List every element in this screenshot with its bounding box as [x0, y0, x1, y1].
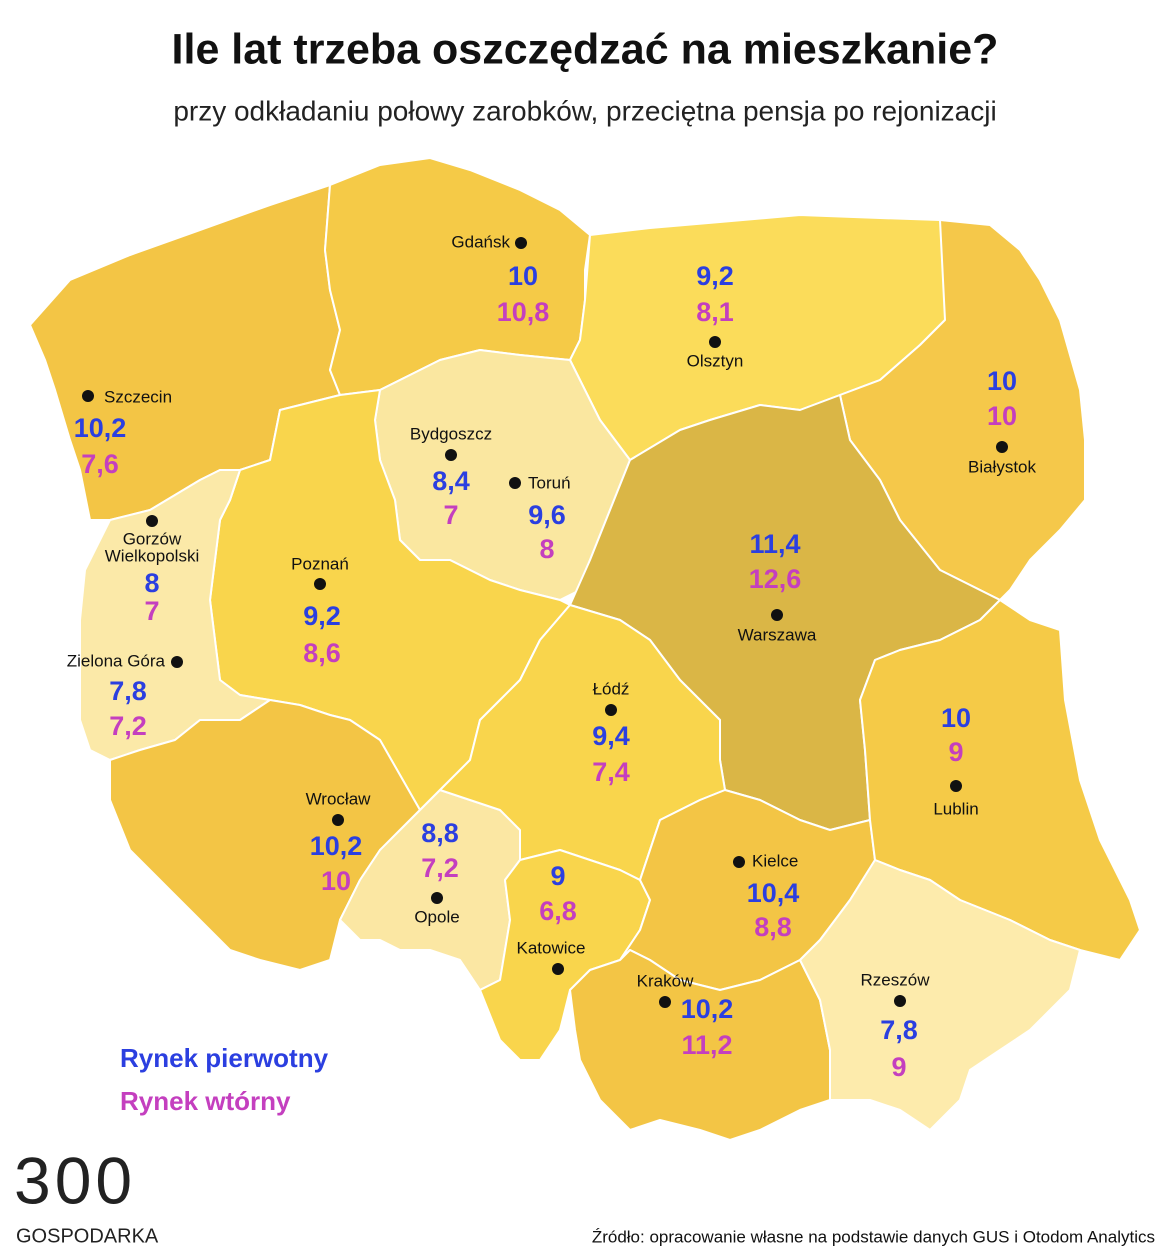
- city-dot: [709, 336, 721, 348]
- primary-market-value: 9,2: [696, 261, 734, 291]
- city-dot: [996, 441, 1008, 453]
- primary-market-value: 10,2: [74, 413, 127, 443]
- primary-market-value: 10: [508, 261, 538, 291]
- secondary-market-value: 9: [891, 1052, 906, 1082]
- city-name: Łódź: [593, 679, 630, 698]
- secondary-market-value: 7,2: [421, 853, 459, 883]
- secondary-market-value: 9: [948, 737, 963, 767]
- primary-market-value: 10,2: [310, 831, 363, 861]
- primary-market-value: 9: [550, 861, 565, 891]
- legend-secondary: Rynek wtórny: [120, 1086, 291, 1116]
- primary-market-value: 10,2: [681, 994, 734, 1024]
- primary-market-value: 10: [987, 366, 1017, 396]
- primary-market-value: 7,8: [109, 676, 147, 706]
- primary-market-value: 8,8: [421, 818, 459, 848]
- secondary-market-value: 11,2: [681, 1030, 732, 1060]
- secondary-market-value: 7,6: [81, 449, 119, 479]
- cities: Gdańsk 10 10,8 Olsztyn 9,2 8,1 Szczecin 10,2 7,6…: [67, 232, 1037, 1082]
- city-dot: [515, 237, 527, 249]
- city-name: Warszawa: [738, 625, 817, 644]
- city-name: Szczecin: [104, 387, 172, 406]
- secondary-market-value: 8,6: [303, 638, 341, 668]
- city-dot: [431, 892, 443, 904]
- city-dot: [445, 449, 457, 461]
- logo-name: GOSPODARKA: [16, 1225, 159, 1247]
- primary-market-value: 7,8: [880, 1015, 918, 1045]
- primary-market-value: 8,4: [432, 466, 470, 496]
- city-dot: [733, 856, 745, 868]
- secondary-market-value: 7: [144, 596, 159, 626]
- secondary-market-value: 10: [987, 401, 1017, 431]
- secondary-market-value: 8,8: [754, 912, 792, 942]
- primary-market-value: 10,4: [747, 878, 800, 908]
- city-dot: [659, 996, 671, 1008]
- city-dot: [332, 814, 344, 826]
- primary-market-value: 9,4: [592, 721, 630, 751]
- primary-market-value: 9,2: [303, 601, 341, 631]
- city-name: Bydgoszcz: [410, 424, 492, 443]
- primary-market-value: 8: [144, 568, 159, 598]
- city-name: Poznań: [291, 554, 349, 573]
- city-dot: [894, 995, 906, 1007]
- city-name: Katowice: [517, 938, 586, 957]
- city-name: Białystok: [968, 457, 1037, 476]
- title: Ile lat trzeba oszczędzać na mieszkanie?: [172, 25, 999, 73]
- secondary-market-value: 10,8: [497, 297, 550, 327]
- secondary-market-value: 6,8: [539, 896, 577, 926]
- city-name: Opole: [414, 907, 459, 926]
- region: [799, 859, 1081, 1131]
- city-name: Gorzów: [123, 529, 182, 548]
- city-name: Kielce: [752, 851, 798, 870]
- city-name: Olsztyn: [687, 351, 744, 370]
- secondary-market-value: 10: [321, 866, 351, 896]
- city-dot: [314, 578, 326, 590]
- city-dot: [509, 477, 521, 489]
- city-name: Toruń: [528, 473, 571, 492]
- city-name: Wielkopolski: [105, 546, 199, 565]
- city-dot: [146, 515, 158, 527]
- secondary-market-value: 12,6: [749, 564, 802, 594]
- regions: [29, 157, 1141, 1141]
- secondary-market-value: 8: [539, 534, 554, 564]
- primary-market-value: 9,6: [528, 500, 566, 530]
- city-dot: [771, 609, 783, 621]
- logo-mark: 300: [14, 1143, 136, 1217]
- city-name: Zielona Góra: [67, 651, 166, 670]
- secondary-market-value: 7: [443, 500, 458, 530]
- secondary-market-value: 8,1: [696, 297, 734, 327]
- city-name: Gdańsk: [451, 232, 510, 251]
- city-dot: [605, 704, 617, 716]
- city-dot: [82, 390, 94, 402]
- city-name: Lublin: [933, 799, 978, 818]
- primary-market-value: 11,4: [749, 529, 800, 559]
- secondary-market-value: 7,4: [592, 757, 630, 787]
- region: [859, 599, 1141, 961]
- region: [839, 219, 1086, 601]
- primary-market-value: 10: [941, 703, 971, 733]
- city-name: Rzeszów: [861, 970, 931, 989]
- legend-primary: Rynek pierwotny: [120, 1043, 329, 1073]
- subtitle: przy odkładaniu połowy zarobków, przecię…: [173, 95, 996, 126]
- city-dot: [552, 963, 564, 975]
- secondary-market-value: 7,2: [109, 711, 147, 741]
- city-name: Kraków: [637, 971, 694, 990]
- city-name: Wrocław: [306, 789, 372, 808]
- city-dot: [171, 656, 183, 668]
- city-dot: [950, 780, 962, 792]
- source: Źródło: opracowanie własne na podstawie …: [592, 1227, 1155, 1246]
